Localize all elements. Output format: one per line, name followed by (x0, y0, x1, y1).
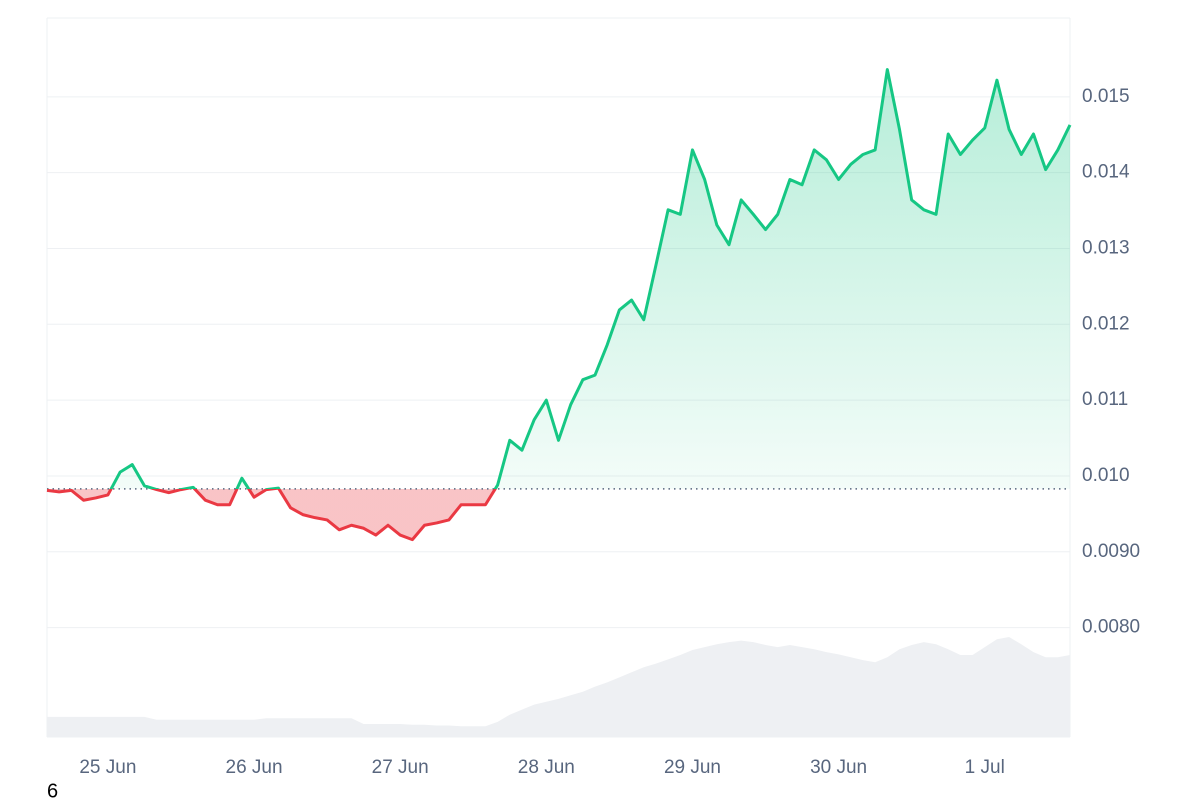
y-tick-label: 0.011 (1082, 389, 1128, 410)
y-tick-label: 0.013 (1082, 238, 1130, 259)
price-fill (47, 69, 1070, 540)
y-tick-label: 0.0080 (1082, 617, 1140, 638)
x-tick-label: 1 Jul (965, 757, 1005, 778)
x-tick-label: 25 Jun (79, 757, 136, 778)
y-tick-label: 0.015 (1082, 86, 1130, 107)
price-line (46, 68, 1072, 542)
y-tick-label: 0.014 (1082, 162, 1130, 183)
y-tick-label: 0.0090 (1082, 541, 1140, 562)
x-tick-label: 27 Jun (372, 757, 429, 778)
footer-text: 6 (47, 780, 58, 800)
x-tick-label: 28 Jun (518, 757, 575, 778)
x-tick-label: 30 Jun (810, 757, 867, 778)
x-tick-label: 29 Jun (664, 757, 721, 778)
y-tick-label: 0.012 (1082, 313, 1130, 334)
y-tick-label: 0.010 (1082, 465, 1130, 486)
volume-area (47, 637, 1070, 737)
x-tick-label: 26 Jun (226, 757, 283, 778)
